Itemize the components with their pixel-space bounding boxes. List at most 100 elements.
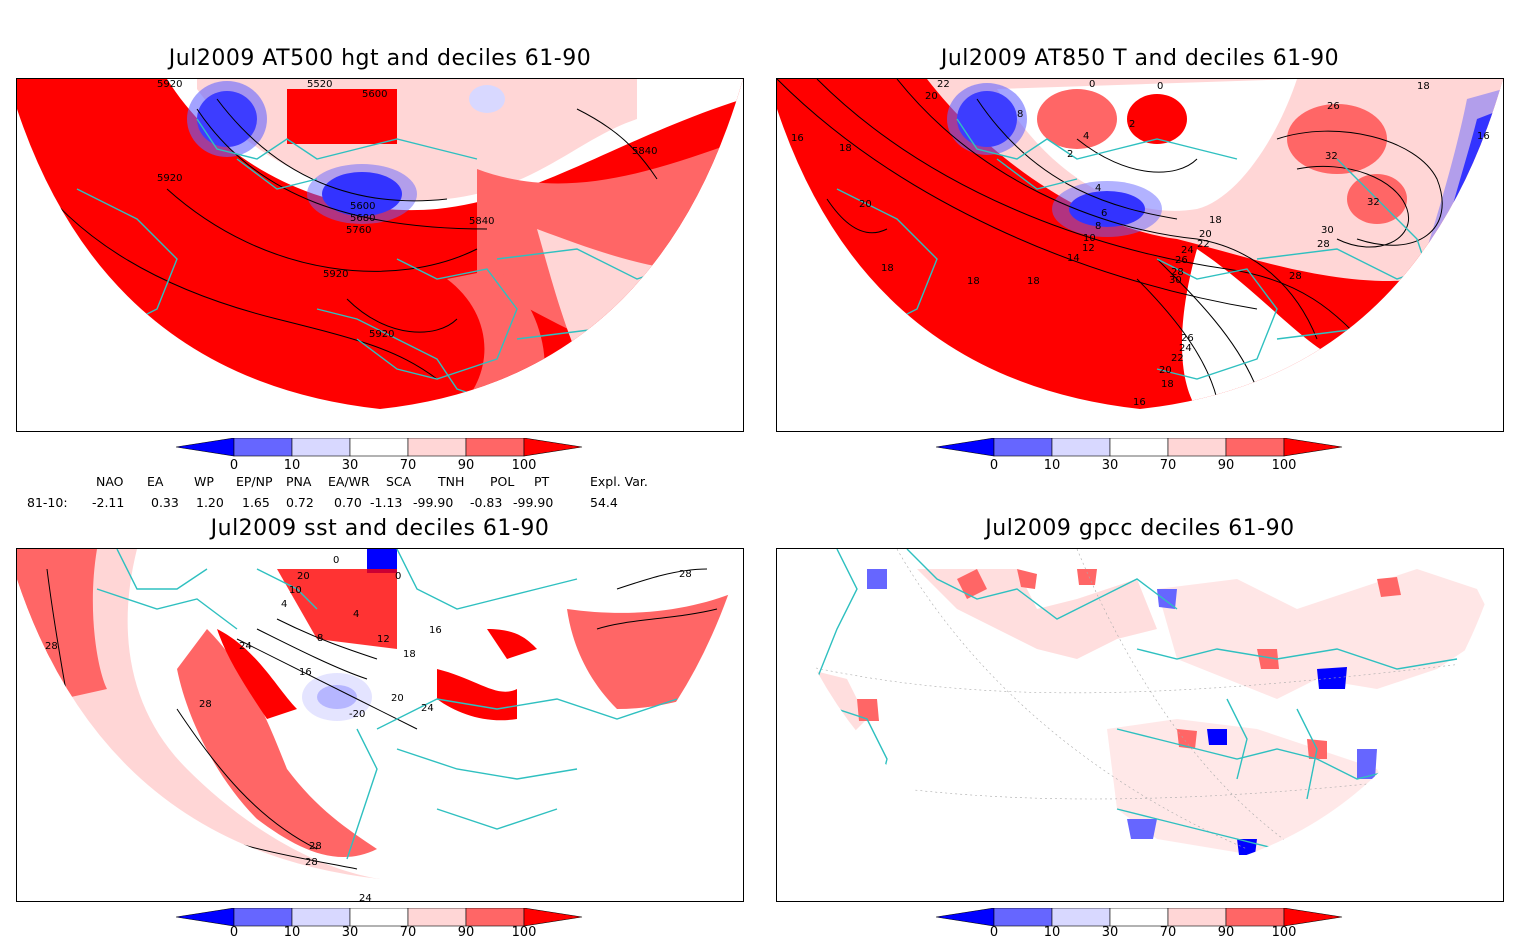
colorbar-at850: 0 10 30 70 90 100 — [935, 437, 1356, 478]
contour-label: 22 — [1197, 239, 1210, 250]
contour-label: 24 — [421, 703, 434, 714]
contour-label: 18 — [967, 276, 980, 287]
contour-label: 20 — [1199, 229, 1212, 240]
map-sst: 28 0 20 10 4 0 4 8 12 16 24 16 28 -20 20… — [16, 548, 744, 902]
contour-label: 28 — [199, 699, 212, 710]
colorbar-tick: 0 — [229, 458, 239, 473]
colorbar-gpcc: 0 10 30 70 90 100 — [935, 907, 1356, 948]
colorbar-at500: 0 10 30 70 90 100 — [175, 437, 596, 478]
contour-label: 16 — [791, 133, 804, 144]
colorbar-sst-bar — [175, 907, 583, 927]
contour-label: -20 — [349, 709, 365, 720]
contour-label: 5600 — [350, 201, 375, 212]
colorbar-tick: 0 — [989, 458, 999, 473]
map-at850: 22 20 16 18 20 18 18 18 8 4 2 0 0 2 4 6 … — [776, 78, 1504, 432]
colorbar-tick: 30 — [341, 458, 359, 473]
contour-label: 0 — [333, 555, 339, 566]
colorbar-tick: 90 — [1217, 925, 1235, 940]
colorbar-tick: 70 — [399, 925, 417, 940]
index-value: 1.65 — [242, 495, 270, 510]
contour-label: 20 — [297, 571, 310, 582]
index-header: PT — [534, 474, 550, 489]
map-at500-canvas: 5920 5520 5600 5840 5920 5600 5680 5760 … — [17, 79, 743, 409]
colorbar-tick: 90 — [457, 458, 475, 473]
colorbar-at500-bar — [175, 437, 583, 457]
contour-label: 18 — [839, 143, 852, 154]
index-value: 0.70 — [334, 495, 362, 510]
index-header: WP — [194, 474, 214, 489]
contour-label: 5520 — [307, 79, 332, 90]
colorbar-tick: 10 — [283, 458, 301, 473]
map-at850-canvas: 22 20 16 18 20 18 18 18 8 4 2 0 0 2 4 6 … — [777, 79, 1503, 409]
colorbar-at850-bar — [935, 437, 1343, 457]
contour-label: 26 — [1181, 333, 1194, 344]
map-at500-labels: 5920 5520 5600 5840 5920 5600 5680 5760 … — [157, 79, 657, 340]
contour-label: 14 — [1067, 253, 1080, 264]
contour-label: 5600 — [362, 89, 387, 100]
contour-label: 5920 — [157, 79, 182, 90]
panel-title-at850: Jul2009 AT850 T and deciles 61-90 — [940, 46, 1340, 71]
index-header: EA/WR — [328, 474, 370, 489]
colorbar-tick: 90 — [1217, 458, 1235, 473]
contour-label: 5920 — [323, 269, 348, 280]
contour-label: 20 — [925, 91, 938, 102]
contour-label: 28 — [679, 569, 692, 580]
contour-label: 32 — [1367, 197, 1380, 208]
colorbar-tick: 70 — [1159, 925, 1177, 940]
contour-label: 28 — [1317, 239, 1330, 250]
index-header: EA — [147, 474, 164, 489]
contour-label: 32 — [1325, 151, 1338, 162]
contour-label: 28 — [45, 641, 58, 652]
contour-label: 0 — [1089, 79, 1095, 90]
colorbar-tick: 90 — [457, 925, 475, 940]
colorbar-tick: 10 — [283, 925, 301, 940]
contour-label: 5840 — [469, 216, 494, 227]
panel-title-at500: Jul2009 AT500 hgt and deciles 61-90 — [168, 46, 592, 71]
contour-label: 4 — [281, 599, 287, 610]
colorbar-tick: 100 — [1271, 458, 1297, 473]
index-value: -2.11 — [92, 495, 125, 510]
colorbar-tick: 10 — [1043, 458, 1061, 473]
contour-label: 24 — [359, 893, 372, 901]
contour-label: 24 — [1181, 245, 1194, 256]
indices-value-row: 81-10: -2.11 0.33 1.20 1.65 0.72 0.70 -1… — [20, 495, 700, 516]
map-gpcc — [776, 548, 1504, 902]
contour-label: 12 — [1082, 243, 1095, 254]
colorbar-tick: 70 — [1159, 458, 1177, 473]
index-row-label: 81-10: — [27, 495, 68, 510]
contour-label: 24 — [239, 641, 252, 652]
contour-label: 16 — [299, 667, 312, 678]
index-value: 0.72 — [286, 495, 314, 510]
teleconnection-indices: NAO EA WP EP/NP PNA EA/WR SCA TNH POL PT… — [20, 474, 700, 516]
contour-label: 5760 — [346, 225, 371, 236]
map-sst-labels: 28 0 20 10 4 0 4 8 12 16 24 16 28 -20 20… — [45, 555, 692, 901]
contour-label: 16 — [1477, 131, 1490, 142]
index-header: SCA — [386, 474, 412, 489]
contour-label: 5920 — [369, 329, 394, 340]
contour-label: 10 — [289, 585, 302, 596]
contour-label: 16 — [429, 625, 442, 636]
contour-label: 30 — [1169, 275, 1182, 286]
contour-label: 18 — [1161, 379, 1174, 390]
contour-label: 8 — [1095, 221, 1101, 232]
contour-label: 5840 — [632, 146, 657, 157]
colorbar-sst: 0 10 30 70 90 100 — [175, 907, 596, 948]
contour-label: 0 — [1157, 81, 1163, 92]
map-gpcc-canvas — [777, 549, 1503, 879]
contour-label: 12 — [377, 634, 390, 645]
colorbar-tick: 30 — [1101, 458, 1119, 473]
contour-label: 8 — [317, 633, 323, 644]
colorbar-tick: 100 — [511, 458, 537, 473]
panel-title-sst: Jul2009 sst and deciles 61-90 — [210, 516, 550, 541]
contour-label: 4 — [1095, 183, 1101, 194]
contour-label: 18 — [1209, 215, 1222, 226]
colorbar-tick: 70 — [399, 458, 417, 473]
contour-label: 4 — [353, 609, 359, 620]
contour-label: 26 — [1175, 255, 1188, 266]
map-sst-canvas: 28 0 20 10 4 0 4 8 12 16 24 16 28 -20 20… — [17, 549, 743, 901]
index-header: NAO — [96, 474, 124, 489]
contour-label: 28 — [305, 857, 318, 868]
map-at500: 5920 5520 5600 5840 5920 5600 5680 5760 … — [16, 78, 744, 432]
contour-label: 22 — [1171, 353, 1184, 364]
contour-label: 5680 — [350, 213, 375, 224]
